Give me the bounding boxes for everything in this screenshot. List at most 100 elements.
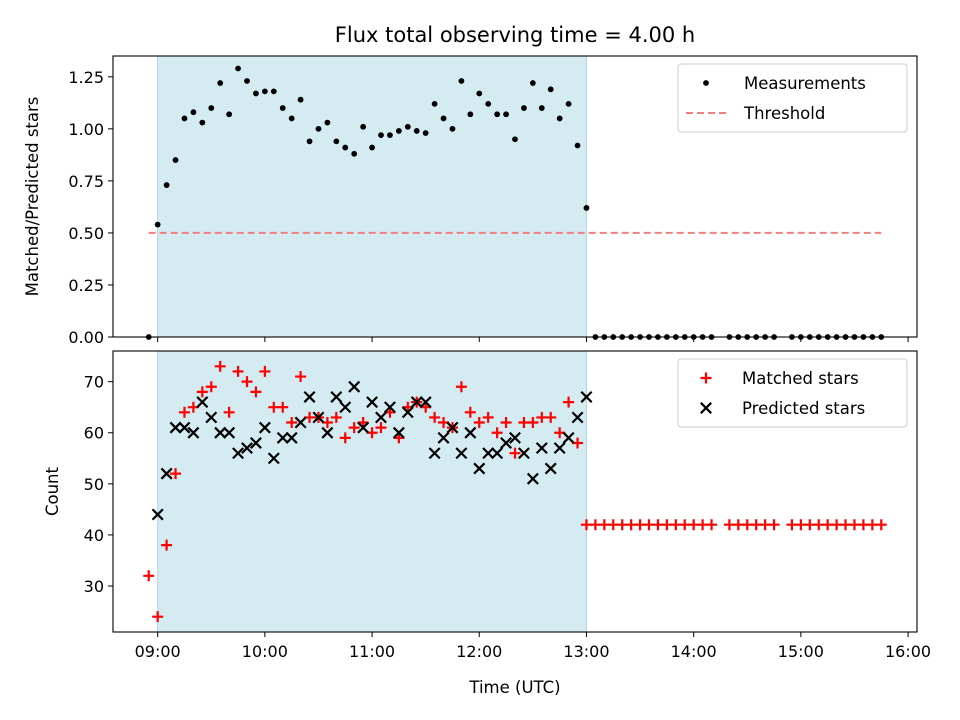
y-tick-label: 60 bbox=[84, 424, 104, 443]
observing-window-span bbox=[157, 56, 587, 337]
matched-star-point bbox=[170, 468, 182, 480]
predicted-star-point bbox=[160, 467, 173, 480]
measurement-point bbox=[333, 138, 340, 145]
x-tick-label: 14:00 bbox=[671, 642, 717, 661]
predicted-star-point bbox=[223, 426, 236, 439]
matched-star-point bbox=[545, 411, 557, 423]
predicted-star-point bbox=[214, 426, 227, 439]
predicted-star-point bbox=[151, 508, 164, 521]
y-tick-label: 30 bbox=[84, 577, 104, 596]
y-tick-label: 0.25 bbox=[68, 276, 104, 295]
x-axis-label: Time (UTC) bbox=[468, 678, 560, 697]
matched-star-point bbox=[152, 611, 164, 623]
matched-star-point bbox=[232, 365, 244, 377]
predicted-star-point bbox=[249, 436, 262, 449]
legend-plus-marker bbox=[700, 372, 712, 384]
matched-star-point bbox=[241, 376, 253, 388]
predicted-star-point bbox=[482, 447, 495, 460]
matched-star-point bbox=[214, 360, 226, 372]
matched-star-point bbox=[339, 432, 351, 444]
chart-title: Flux total observing time = 4.00 h bbox=[335, 23, 695, 47]
axes-frame bbox=[112, 55, 918, 338]
matched-star-point bbox=[259, 365, 271, 377]
matched-star-point bbox=[161, 539, 173, 551]
legend-dot-marker bbox=[703, 80, 709, 86]
predicted-star-point bbox=[419, 396, 432, 409]
y-axis-label: Count bbox=[43, 466, 62, 516]
predicted-star-point bbox=[428, 447, 441, 460]
matched-star-point bbox=[375, 422, 387, 434]
predicted-star-point bbox=[491, 447, 504, 460]
measurement-point bbox=[190, 109, 197, 116]
legend-x-marker bbox=[700, 402, 712, 414]
matched-star-point bbox=[875, 519, 887, 531]
matched-star-point bbox=[295, 371, 307, 383]
predicted-star-point bbox=[366, 396, 379, 409]
predicted-star-point bbox=[544, 462, 557, 475]
measurement-point bbox=[529, 80, 536, 86]
measurement-point bbox=[476, 90, 483, 97]
predicted-star-point bbox=[509, 431, 521, 444]
measurement-point bbox=[288, 115, 295, 122]
y-tick-label: 0.00 bbox=[68, 328, 104, 347]
observing-window-span bbox=[157, 351, 587, 632]
measurement-point bbox=[306, 138, 313, 145]
x-tick-label: 09:00 bbox=[135, 642, 181, 661]
measurement-point bbox=[235, 65, 241, 72]
bottom-panel: 30 40 50 60 70 09:00 10:00 11:00 12:00 13:00 14:00… bbox=[43, 350, 931, 697]
measurement-point bbox=[538, 105, 545, 111]
measurement-point bbox=[485, 100, 492, 107]
matched-star-point bbox=[429, 411, 441, 423]
predicted-star-point bbox=[553, 442, 566, 455]
legend-label: Threshold bbox=[743, 104, 825, 123]
measurement-point bbox=[449, 125, 456, 132]
matched-star-point bbox=[143, 570, 155, 582]
measurement-point bbox=[217, 80, 224, 86]
measurement-point bbox=[503, 111, 509, 118]
measurement-point bbox=[458, 78, 465, 84]
predicted-star-point bbox=[169, 421, 182, 434]
measurement-point bbox=[395, 128, 402, 134]
measurement-point bbox=[413, 128, 420, 134]
predicted-star-point bbox=[473, 462, 486, 475]
matched-star-point bbox=[464, 406, 476, 418]
measurement-point bbox=[422, 130, 429, 136]
predicted-star-point bbox=[437, 431, 450, 444]
matched-star-point bbox=[509, 447, 521, 459]
measurement-point bbox=[521, 105, 527, 111]
predicted-star-point bbox=[196, 396, 209, 409]
measurement-point bbox=[181, 115, 188, 122]
predicted-star-point bbox=[446, 421, 459, 434]
legend-label: Predicted stars bbox=[742, 399, 865, 418]
predicted-star-point bbox=[500, 436, 513, 449]
predicted-star-point bbox=[321, 426, 334, 439]
predicted-star-point bbox=[580, 391, 593, 403]
matched-star-point bbox=[455, 381, 467, 393]
y-tick-label: 40 bbox=[84, 526, 104, 545]
measurement-point bbox=[512, 136, 518, 143]
measurement-point bbox=[574, 142, 581, 149]
measurement-point bbox=[583, 205, 590, 211]
predicted-star-point bbox=[312, 411, 325, 424]
predicted-star-point bbox=[294, 416, 307, 429]
predicted-star-point bbox=[517, 447, 530, 460]
legend-box bbox=[677, 63, 908, 133]
predicted-star-point bbox=[410, 396, 423, 409]
measurement-point bbox=[226, 111, 233, 118]
measurement-point bbox=[244, 78, 250, 84]
measurement-point bbox=[378, 132, 384, 138]
measurement-point bbox=[467, 111, 474, 118]
measurement-point bbox=[279, 105, 286, 111]
predicted-star-point bbox=[285, 431, 298, 444]
matched-star-point bbox=[205, 381, 217, 393]
matched-star-point bbox=[482, 411, 494, 423]
x-tick-label: 16:00 bbox=[885, 642, 931, 661]
predicted-star-point bbox=[401, 406, 414, 419]
measurement-point bbox=[404, 123, 411, 130]
predicted-star-point bbox=[232, 447, 245, 460]
axes-frame bbox=[112, 350, 918, 633]
predicted-star-point bbox=[526, 472, 539, 485]
y-tick-label: 50 bbox=[84, 475, 104, 494]
measurement-point bbox=[369, 144, 375, 151]
